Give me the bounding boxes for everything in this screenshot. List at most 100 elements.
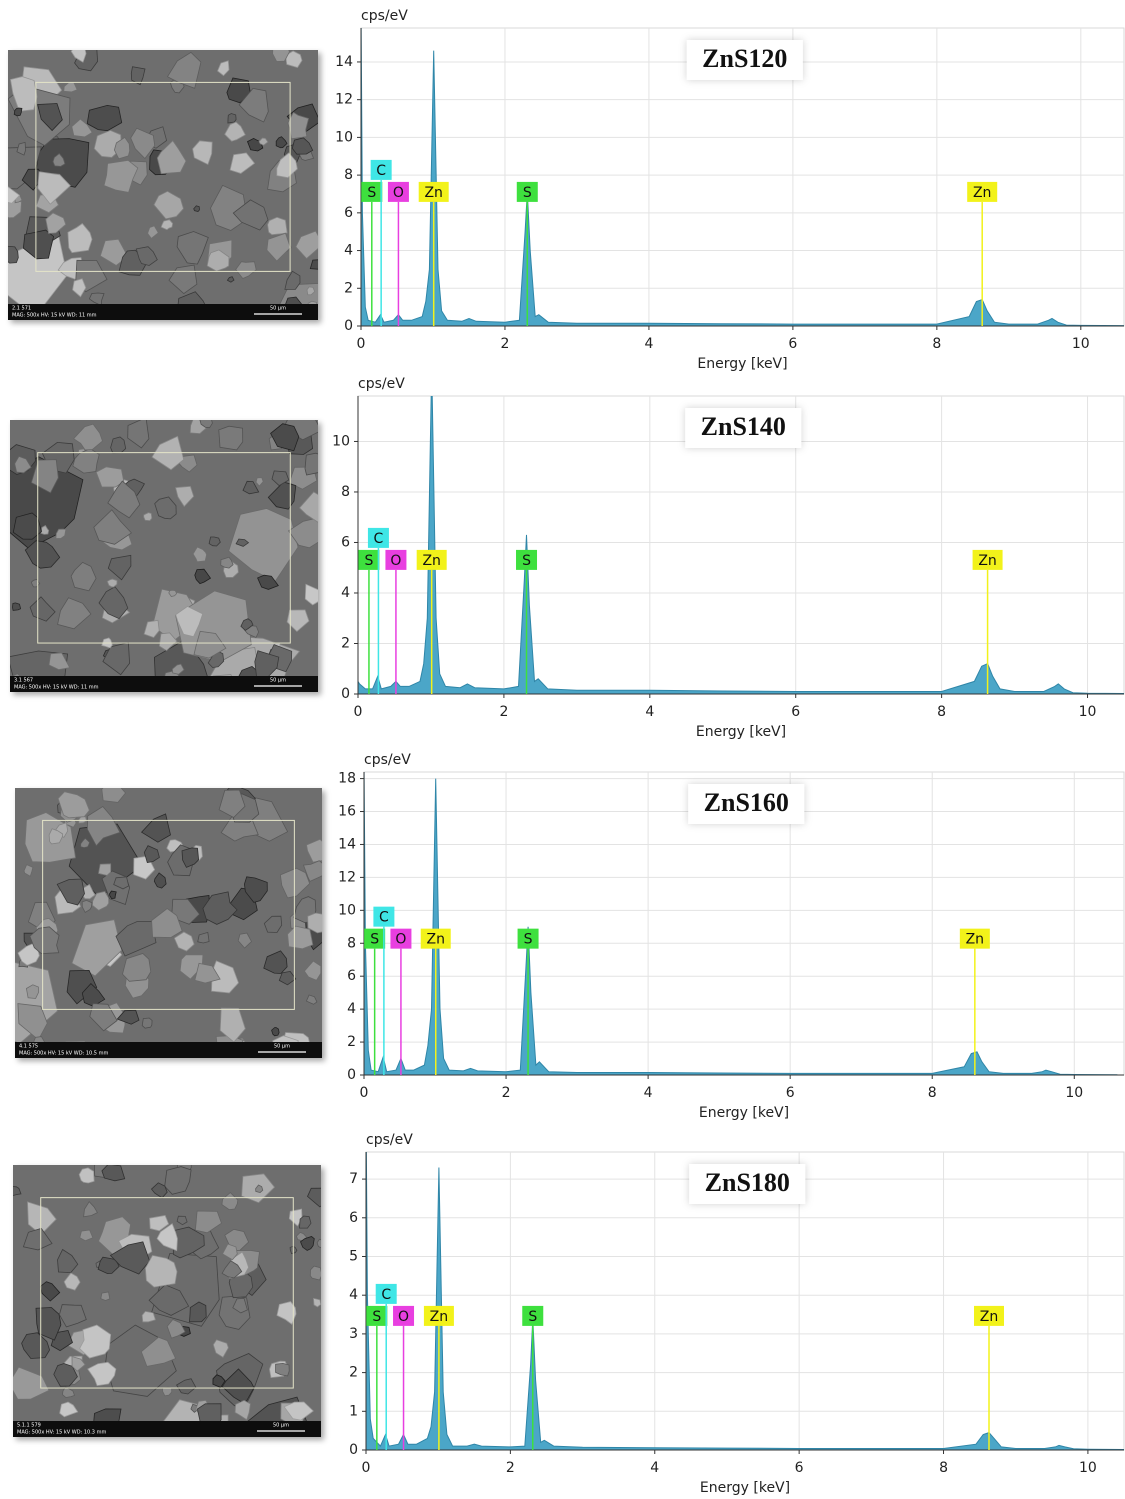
sem-grain bbox=[160, 219, 174, 231]
sem-grain bbox=[143, 619, 160, 638]
sem-grain bbox=[72, 423, 103, 451]
sem-grain bbox=[279, 867, 311, 899]
y-tick-label: 0 bbox=[344, 318, 353, 334]
x-tick-label: 10 bbox=[1072, 336, 1090, 352]
element-label-box bbox=[367, 527, 389, 548]
sem-grain bbox=[10, 76, 38, 112]
sem-info-strip bbox=[15, 1042, 322, 1058]
element-label: Zn bbox=[424, 185, 442, 201]
x-tick-label: 10 bbox=[1079, 1460, 1097, 1476]
sem-grain bbox=[221, 1260, 243, 1279]
element-label: C bbox=[379, 910, 389, 926]
sem-grain bbox=[229, 152, 256, 174]
x-tick-label: 4 bbox=[644, 336, 653, 352]
sem-grain bbox=[212, 1339, 229, 1358]
y-tick-label: 8 bbox=[347, 935, 356, 951]
sem-grain bbox=[176, 1215, 188, 1226]
sem-grain bbox=[255, 477, 264, 487]
sem-grain bbox=[25, 984, 39, 999]
y-tick-label: 6 bbox=[349, 1210, 358, 1226]
spectrum-area bbox=[358, 396, 1124, 694]
x-tick-label: 2 bbox=[499, 704, 508, 720]
element-label-box bbox=[364, 928, 386, 949]
sem-grain bbox=[234, 1399, 251, 1421]
sem-grain bbox=[304, 452, 318, 476]
element-label: O bbox=[390, 553, 401, 569]
sem-grain bbox=[53, 1363, 78, 1387]
sem-grain bbox=[307, 1187, 321, 1208]
y-tick-label: 4 bbox=[349, 1287, 358, 1303]
sem-grain bbox=[210, 184, 248, 231]
element-label-box bbox=[418, 181, 449, 202]
sem-frame bbox=[40, 1197, 294, 1389]
x-tick-label: 10 bbox=[1079, 704, 1097, 720]
sem-grain bbox=[192, 140, 213, 166]
element-label-box bbox=[974, 1305, 1005, 1326]
sem-grain bbox=[140, 1336, 177, 1367]
sem-grain bbox=[37, 171, 71, 205]
sem-grain bbox=[309, 1265, 321, 1281]
element-label: C bbox=[376, 163, 386, 179]
sem-grain bbox=[266, 232, 291, 262]
sem-grain bbox=[86, 104, 123, 132]
sem-grain bbox=[242, 480, 260, 495]
element-label: O bbox=[398, 1309, 409, 1325]
sem-grain bbox=[303, 960, 322, 981]
sem-grain bbox=[257, 574, 279, 590]
sem-grain bbox=[153, 190, 184, 220]
sem-grain bbox=[194, 568, 212, 585]
element-label-box bbox=[393, 1305, 415, 1326]
sem-grain bbox=[316, 1238, 321, 1249]
sem-grain bbox=[71, 919, 123, 977]
sem-grain bbox=[8, 245, 19, 264]
element-label-box bbox=[517, 928, 539, 949]
sem-grain bbox=[130, 127, 156, 160]
sem-grain bbox=[113, 876, 130, 890]
sem-frame bbox=[35, 81, 291, 272]
sem-info-strip bbox=[13, 1421, 321, 1437]
spectrum-area bbox=[366, 1152, 1124, 1450]
y-tick-label: 10 bbox=[338, 902, 356, 918]
sem-grain bbox=[109, 890, 117, 900]
sem-grain bbox=[171, 898, 201, 925]
sem-grain bbox=[89, 1003, 118, 1032]
sem-grain bbox=[194, 962, 221, 984]
sem-grain bbox=[240, 618, 254, 631]
sem-grain bbox=[305, 994, 318, 1005]
y-tick-label: 3 bbox=[349, 1326, 358, 1342]
sem-grain bbox=[227, 113, 237, 124]
sem-grain bbox=[284, 270, 301, 290]
y-tick-label: 12 bbox=[335, 92, 353, 108]
element-label: Zn bbox=[427, 932, 445, 948]
sem-grain bbox=[176, 231, 209, 265]
sem-grain bbox=[175, 605, 204, 638]
sem-grain bbox=[302, 860, 322, 882]
sem-grain bbox=[166, 1319, 186, 1339]
x-tick-label: 0 bbox=[357, 336, 366, 352]
y-axis-label: cps/eV bbox=[366, 1132, 413, 1148]
sem-grain bbox=[173, 931, 195, 952]
sem-grain bbox=[158, 632, 178, 652]
sem-grain bbox=[71, 118, 93, 138]
x-tick-label: 2 bbox=[506, 1460, 515, 1476]
sem-grain bbox=[237, 932, 252, 949]
sem-grain bbox=[232, 1297, 248, 1314]
element-label: C bbox=[381, 1287, 391, 1303]
sem-grain bbox=[143, 512, 153, 522]
element-label: Zn bbox=[422, 553, 440, 569]
sem-grain bbox=[258, 137, 269, 146]
sem-grain bbox=[193, 205, 200, 212]
sem-grain bbox=[271, 470, 290, 487]
y-tick-label: 2 bbox=[341, 635, 350, 651]
y-tick-label: 5 bbox=[349, 1248, 358, 1264]
x-tick-label: 2 bbox=[501, 336, 510, 352]
element-label-box bbox=[420, 928, 451, 949]
y-tick-label: 0 bbox=[347, 1067, 356, 1083]
sem-grain bbox=[135, 246, 158, 266]
sem-frame bbox=[37, 452, 291, 644]
x-tick-label: 8 bbox=[928, 1085, 937, 1101]
element-label-box bbox=[373, 906, 395, 927]
sem-grain bbox=[8, 146, 42, 190]
sem-grain bbox=[291, 137, 314, 155]
sem-grain bbox=[221, 1243, 238, 1261]
